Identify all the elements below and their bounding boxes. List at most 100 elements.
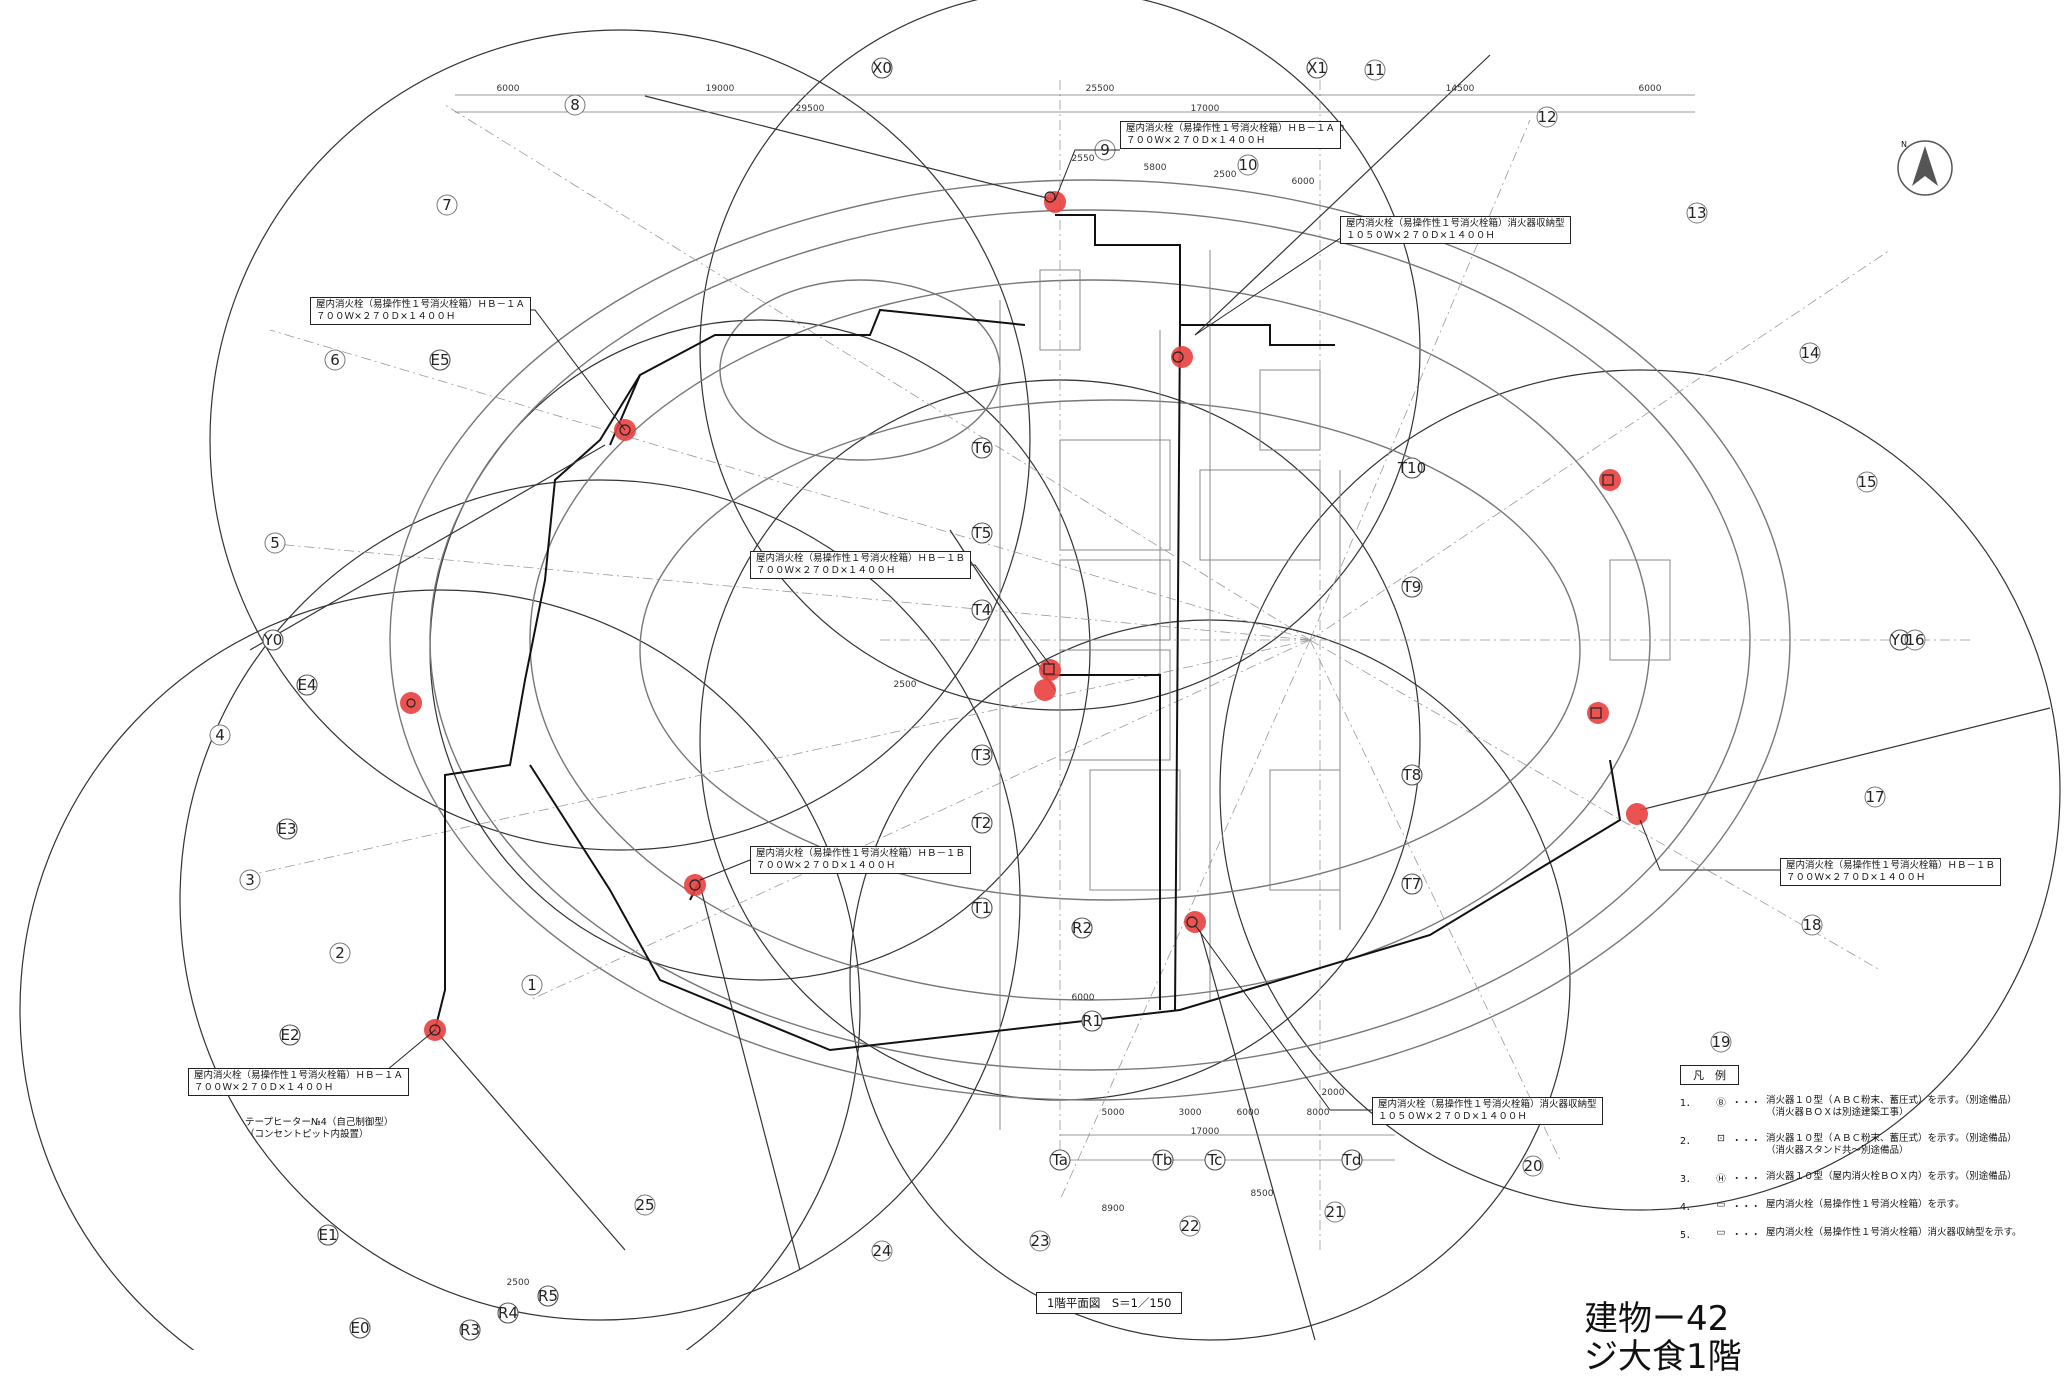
grid-label: 2: [335, 944, 345, 962]
callout-line: ７００Ｗ×２７０Ｄ×１４００Ｈ: [1126, 135, 1266, 146]
extinguisher-h-icon: Ⓗ: [1716, 1174, 1726, 1185]
grid-label: R5: [538, 1287, 558, 1305]
grid-label: T6: [972, 439, 992, 457]
dimension-label: 25500: [1086, 84, 1115, 94]
dimension-label: 6000: [1639, 84, 1662, 94]
grid-label: Y0: [1890, 631, 1910, 649]
grid-label: 13: [1687, 204, 1706, 222]
grid-label: 10: [1238, 156, 1257, 174]
heater-note: テープヒーター№4（自己制御型） （コンセントピット内設置）: [245, 1117, 393, 1141]
grid-label: 23: [1030, 1232, 1049, 1250]
callout-line: 屋内消火栓（易操作性１号消火栓箱）ＨＢ－１Ｂ: [1786, 860, 1996, 871]
callout-box: 屋内消火栓（易操作性１号消火栓箱）ＨＢ－１Ａ ７００Ｗ×２７０Ｄ×１４００Ｈ: [1120, 121, 1342, 149]
legend-text-line: （消火器スタンド共～別途備品）: [1766, 1145, 1909, 1156]
callout-line: ７００Ｗ×２７０Ｄ×１４００Ｈ: [316, 311, 456, 322]
piping: [434, 214, 1622, 1052]
grid-label: 25: [635, 1196, 654, 1214]
grid-label: E2: [280, 1026, 299, 1044]
hydrant-box-icon: ▭: [1716, 1199, 1726, 1210]
grid-label: R4: [498, 1304, 518, 1322]
legend-item-num: 2．: [1680, 1136, 1696, 1147]
grid-label: X1: [1307, 59, 1327, 77]
callout-line: 屋内消火栓（易操作性１号消火栓箱）消火器収納型: [1378, 1099, 1597, 1110]
legend-dots: ・・・: [1732, 1230, 1761, 1241]
grid-label: R2: [1072, 919, 1092, 937]
dimension-label: 2550: [1072, 154, 1095, 164]
grid-label: Y0: [263, 631, 283, 649]
legend-item-num: 3．: [1680, 1174, 1696, 1185]
callout-line: ７００Ｗ×２７０Ｄ×１４００Ｈ: [194, 1082, 334, 1093]
grid-label: 18: [1802, 916, 1821, 934]
legend-item-num: 5．: [1680, 1230, 1696, 1241]
callout-box: 屋内消火栓（易操作性１号消火栓箱）消火器収納型 １０５０Ｗ×２７０Ｄ×１４００Ｈ: [1340, 216, 1571, 244]
grid-label: R1: [1082, 1012, 1102, 1030]
grid-label: 14: [1800, 344, 1819, 362]
grid-label: T3: [972, 746, 992, 764]
grid-label: Tb: [1153, 1151, 1173, 1169]
grid-label: T10: [1397, 459, 1426, 477]
axis-bubbles: [209, 59, 1926, 1262]
grid-label: 22: [1180, 1217, 1199, 1235]
legend-item: 2． ⊡ ・・・ 消火器１０型（ＡＢＣ粉末、蓄圧式）を示す。（別途備品） （消火器…: [1680, 1133, 2022, 1157]
grid-label: T2: [972, 814, 992, 832]
grid-label: 15: [1857, 473, 1876, 491]
callout-box: 屋内消火栓（易操作性１号消火栓箱）ＨＢ－１Ｂ ７００Ｗ×２７０Ｄ×１４００Ｈ: [1780, 858, 2002, 886]
grid-label: 3: [245, 871, 255, 889]
legend: 凡 例 1． Ⓑ ・・・ 消火器１０型（ＡＢＣ粉末、蓄圧式）を示す。（別途備品）…: [1680, 1065, 2022, 1255]
callout-box: 屋内消火栓（易操作性１号消火栓箱）ＨＢ－１Ａ ７００Ｗ×２７０Ｄ×１４００Ｈ: [310, 297, 532, 325]
grid-label: E4: [297, 676, 316, 694]
legend-text-line: 屋内消火栓（易操作性１号消火栓箱）消火器収納型を示す。: [1766, 1227, 2022, 1238]
extinguisher-b-icon: Ⓑ: [1716, 1098, 1726, 1109]
legend-item: 1． Ⓑ ・・・ 消火器１０型（ＡＢＣ粉末、蓄圧式）を示す。（別途備品） （消火器…: [1680, 1095, 2022, 1119]
north-arrow-icon: [1897, 140, 1953, 196]
grid-label: T7: [1402, 875, 1422, 893]
legend-dots: ・・・: [1732, 1098, 1761, 1109]
callout-line: 屋内消火栓（易操作性１号消火栓箱）消火器収納型: [1346, 218, 1565, 229]
building-label-line: 建物ー42: [1584, 1299, 1730, 1339]
legend-text-line: 消火器１０型（ＡＢＣ粉末、蓄圧式）を示す。（別途備品）: [1766, 1095, 2017, 1106]
callout-line: ７００Ｗ×２７０Ｄ×１４００Ｈ: [1786, 872, 1926, 883]
grid-label: E3: [277, 820, 296, 838]
grid-label: 16: [1905, 631, 1924, 649]
grid-label: 12: [1537, 108, 1556, 126]
dimension-label: 3000: [1179, 1108, 1202, 1118]
legend-item-text: 消火器１０型（屋内消火栓ＢＯＸ内）を示す。（別途備品）: [1766, 1171, 2017, 1183]
grid-label: 11: [1365, 61, 1384, 79]
legend-item-text: 消火器１０型（ＡＢＣ粉末、蓄圧式）を示す。（別途備品） （消火器ＢＯＸは別途建築工…: [1766, 1095, 2017, 1119]
grid-label: T1: [972, 899, 992, 917]
dimension-label: 6000: [1237, 1108, 1260, 1118]
legend-item-text: 屋内消火栓（易操作性１号消火栓箱）を示す。: [1766, 1199, 1965, 1211]
callout-line: 屋内消火栓（易操作性１号消火栓箱）ＨＢ－１Ａ: [316, 299, 526, 310]
grid-label: T8: [1402, 766, 1422, 784]
grid-label: Ta: [1051, 1151, 1068, 1169]
interior-structure: [999, 250, 1671, 1130]
grid-label: T4: [972, 601, 992, 619]
grid-label: E0: [350, 1319, 369, 1337]
grid-label: 9: [1100, 141, 1110, 159]
legend-text-line: 消火器１０型（屋内消火栓ＢＯＸ内）を示す。（別途備品）: [1766, 1171, 2017, 1182]
dimension-label: 2500: [507, 1278, 530, 1288]
legend-item-num: 4．: [1680, 1202, 1696, 1213]
grid-label: Td: [1342, 1151, 1362, 1169]
grid-label: 8: [570, 96, 580, 114]
grid-label: 20: [1523, 1157, 1542, 1175]
dimension-label: 6000: [1072, 993, 1095, 1003]
grid-bubbles: [262, 57, 1911, 1341]
grid-label: Tc: [1207, 1151, 1223, 1169]
legend-title: 凡 例: [1680, 1065, 1739, 1085]
dimension-label: 14500: [1446, 84, 1475, 94]
dimension-label: 8000: [1307, 1108, 1330, 1118]
dimension-label: 19000: [706, 84, 735, 94]
callout-line: ７００Ｗ×２７０Ｄ×１４００Ｈ: [756, 565, 896, 576]
legend-item-text: 消火器１０型（ＡＢＣ粉末、蓄圧式）を示す。（別途備品） （消火器スタンド共～別途備…: [1766, 1133, 2017, 1157]
dimension-label: 5800: [1144, 163, 1167, 173]
grid-label: 17: [1865, 788, 1884, 806]
extinguisher-stand-icon: ⊡: [1717, 1133, 1725, 1144]
dimension-label: 6000: [1292, 177, 1315, 187]
heater-note-line: テープヒーター№4（自己制御型）: [245, 1117, 394, 1128]
legend-text-line: 消火器１０型（ＡＢＣ粉末、蓄圧式）を示す。（別途備品）: [1766, 1133, 2017, 1144]
heater-note-line: （コンセントピット内設置）: [245, 1129, 369, 1140]
grid-label: E5: [430, 351, 449, 369]
legend-dots: ・・・: [1732, 1174, 1761, 1185]
